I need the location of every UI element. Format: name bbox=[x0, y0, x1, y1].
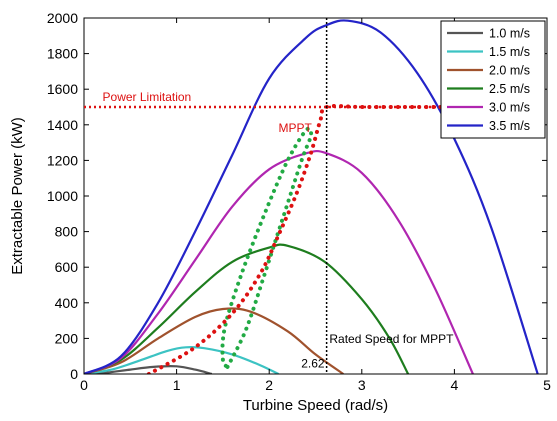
y-tick-label: 1200 bbox=[47, 152, 78, 168]
x-tick-label: 4 bbox=[451, 377, 459, 393]
rated-speed-label: Rated Speed for MPPT bbox=[329, 332, 454, 346]
x-tick-label: 5 bbox=[543, 377, 551, 393]
y-tick-label: 1400 bbox=[47, 117, 78, 133]
y-axis-label: Extractable Power (kW) bbox=[9, 117, 26, 275]
legend-entry-label: 1.0 m/s bbox=[489, 27, 530, 41]
legend-entry-label: 2.0 m/s bbox=[489, 64, 530, 78]
hysteresis-loop bbox=[220, 126, 314, 369]
legend-entry-label: 3.0 m/s bbox=[489, 101, 530, 115]
y-tick-label: 2000 bbox=[47, 10, 78, 26]
series-line-2-0-m-s bbox=[84, 307, 344, 374]
legend-entry-label: 2.5 m/s bbox=[489, 82, 530, 96]
legend: 1.0 m/s 1.5 m/s 2.0 m/s 2.5 m/s 3.0 m/s 3.5 m… bbox=[440, 20, 546, 139]
x-tick-label: 3 bbox=[358, 377, 366, 393]
mppt-label: MPPT bbox=[278, 121, 312, 135]
rated-speed-value-label: 2.62 bbox=[301, 356, 325, 370]
legend-entry-label: 3.5 m/s bbox=[489, 119, 530, 133]
series-line-1-5-m-s bbox=[84, 345, 279, 374]
y-tick-label: 1000 bbox=[47, 188, 78, 204]
series-line-3-5-m-s bbox=[84, 19, 539, 374]
y-tick-label: 200 bbox=[55, 330, 79, 346]
y-tick-label: 0 bbox=[70, 366, 78, 382]
y-tick-label: 1600 bbox=[47, 81, 78, 97]
y-tick-label: 1800 bbox=[47, 46, 78, 62]
series-line-2-5-m-s bbox=[84, 243, 410, 374]
series-line-1-0-m-s bbox=[84, 365, 213, 374]
y-tick-label: 600 bbox=[55, 259, 79, 275]
legend-box bbox=[440, 20, 546, 139]
x-tick-label: 2 bbox=[265, 377, 273, 393]
annotations: Power Limitation 2.62 Rated Speed for MPPT… bbox=[84, 18, 455, 374]
plot-area bbox=[84, 19, 539, 374]
y-tick-label: 400 bbox=[55, 295, 79, 311]
series-line-3-0-m-s bbox=[84, 149, 474, 374]
x-axis-label: Turbine Speed (rad/s) bbox=[243, 397, 388, 414]
legend-entry-label: 1.5 m/s bbox=[489, 45, 530, 59]
x-tick-label: 1 bbox=[173, 377, 181, 393]
mppt-curve bbox=[146, 103, 457, 374]
power-limitation-label: Power Limitation bbox=[103, 90, 192, 104]
y-tick-label: 800 bbox=[55, 224, 79, 240]
x-tick-label: 0 bbox=[80, 377, 88, 393]
axis-ticks: 0 1 2 3 4 5 0 200 400 600 800 1000 1200 1400 1600 1800 2… bbox=[47, 10, 551, 393]
